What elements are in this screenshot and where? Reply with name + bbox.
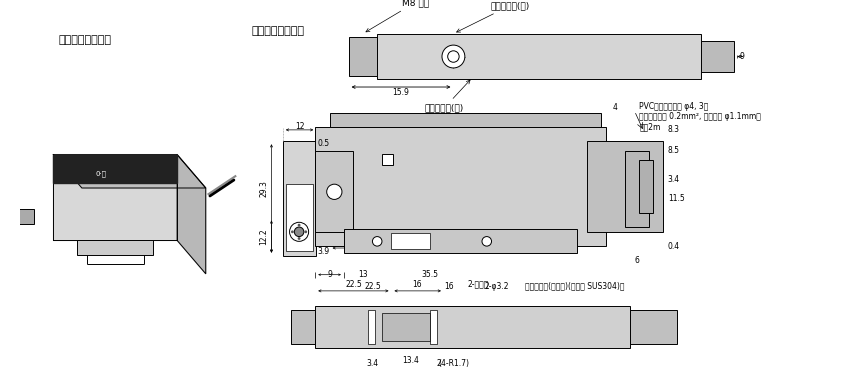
Text: (4-R1.7): (4-R1.7) xyxy=(438,359,469,368)
Text: 2: 2 xyxy=(437,359,442,368)
Text: 13.4: 13.4 xyxy=(402,356,419,365)
Circle shape xyxy=(304,230,307,233)
Text: 3.4: 3.4 xyxy=(668,175,680,184)
Bar xyxy=(315,127,606,246)
Polygon shape xyxy=(53,155,177,183)
Text: 动作显示灯(橙): 动作显示灯(橙) xyxy=(457,1,530,32)
Polygon shape xyxy=(53,155,206,188)
Bar xyxy=(349,38,377,76)
Bar xyxy=(283,141,316,256)
Text: M8 接头: M8 接头 xyxy=(366,0,429,32)
Bar xyxy=(630,310,677,344)
Bar xyxy=(377,34,701,79)
Text: 12: 12 xyxy=(295,121,304,131)
Bar xyxy=(368,310,375,344)
Bar xyxy=(330,113,601,127)
Text: 3.9: 3.9 xyxy=(318,247,330,256)
Bar xyxy=(625,151,649,227)
Bar xyxy=(701,41,734,72)
Text: 13: 13 xyxy=(358,270,368,279)
Circle shape xyxy=(482,237,491,246)
Circle shape xyxy=(298,224,300,227)
Text: 金属固定架安装时: 金属固定架安装时 xyxy=(58,35,111,45)
Bar xyxy=(344,229,577,253)
Circle shape xyxy=(442,45,464,68)
Circle shape xyxy=(327,184,342,199)
Bar xyxy=(382,154,394,165)
Circle shape xyxy=(448,51,459,62)
Bar xyxy=(77,240,153,255)
Text: PVC绝缘圆形导线 φ4, 3芯: PVC绝缘圆形导线 φ4, 3芯 xyxy=(639,101,709,111)
Bar xyxy=(315,151,353,232)
Circle shape xyxy=(373,237,382,246)
Text: 6: 6 xyxy=(635,256,639,265)
Text: 8.5: 8.5 xyxy=(668,146,679,155)
Bar xyxy=(587,141,663,232)
Text: 9: 9 xyxy=(327,270,332,279)
Bar xyxy=(286,184,314,251)
Text: 2-安装孔: 2-安装孔 xyxy=(468,280,489,289)
Text: 4: 4 xyxy=(613,103,618,113)
Text: 金属固定架安装时: 金属固定架安装时 xyxy=(251,26,304,36)
Bar xyxy=(292,310,315,344)
Text: 15.9: 15.9 xyxy=(393,88,410,97)
Text: 标准2m: 标准2m xyxy=(639,123,661,131)
Text: 0·传: 0·传 xyxy=(95,170,106,177)
Text: 9: 9 xyxy=(739,52,744,61)
Bar xyxy=(315,306,630,348)
Text: 2-φ3.2: 2-φ3.2 xyxy=(484,282,508,291)
Bar xyxy=(430,310,438,344)
Text: 22.5: 22.5 xyxy=(345,280,362,289)
Bar xyxy=(639,161,653,213)
Circle shape xyxy=(294,227,303,237)
Bar xyxy=(382,313,430,341)
Text: 29.3: 29.3 xyxy=(260,180,268,197)
Text: （导体截面积 0.2mm², 绝缘直径 φ1.1mm）: （导体截面积 0.2mm², 绝缘直径 φ1.1mm） xyxy=(639,112,761,121)
Text: 0.4: 0.4 xyxy=(668,242,680,251)
Text: 35.5: 35.5 xyxy=(422,270,438,279)
Bar xyxy=(13,207,17,226)
Text: 8.3: 8.3 xyxy=(668,125,679,134)
Circle shape xyxy=(291,230,294,233)
Bar xyxy=(391,233,430,249)
Circle shape xyxy=(289,222,309,241)
Text: 16: 16 xyxy=(443,282,454,291)
Text: 11.5: 11.5 xyxy=(668,194,685,203)
Polygon shape xyxy=(53,155,177,240)
Text: 3.4: 3.4 xyxy=(367,359,379,368)
Text: 12.2: 12.2 xyxy=(260,228,268,245)
Text: 22.5: 22.5 xyxy=(364,282,381,291)
Text: 安装固定架(拖鞋式)(不锈钢 SUS304)）: 安装固定架(拖鞋式)(不锈钢 SUS304)） xyxy=(525,282,625,291)
Text: 59.1: 59.1 xyxy=(426,237,443,246)
Text: 16: 16 xyxy=(412,280,422,289)
Bar xyxy=(17,209,35,224)
Circle shape xyxy=(298,237,300,240)
Text: 电源显示灯(绿): 电源显示灯(绿) xyxy=(425,80,470,112)
Text: 0.5: 0.5 xyxy=(318,139,330,148)
Polygon shape xyxy=(177,155,206,274)
